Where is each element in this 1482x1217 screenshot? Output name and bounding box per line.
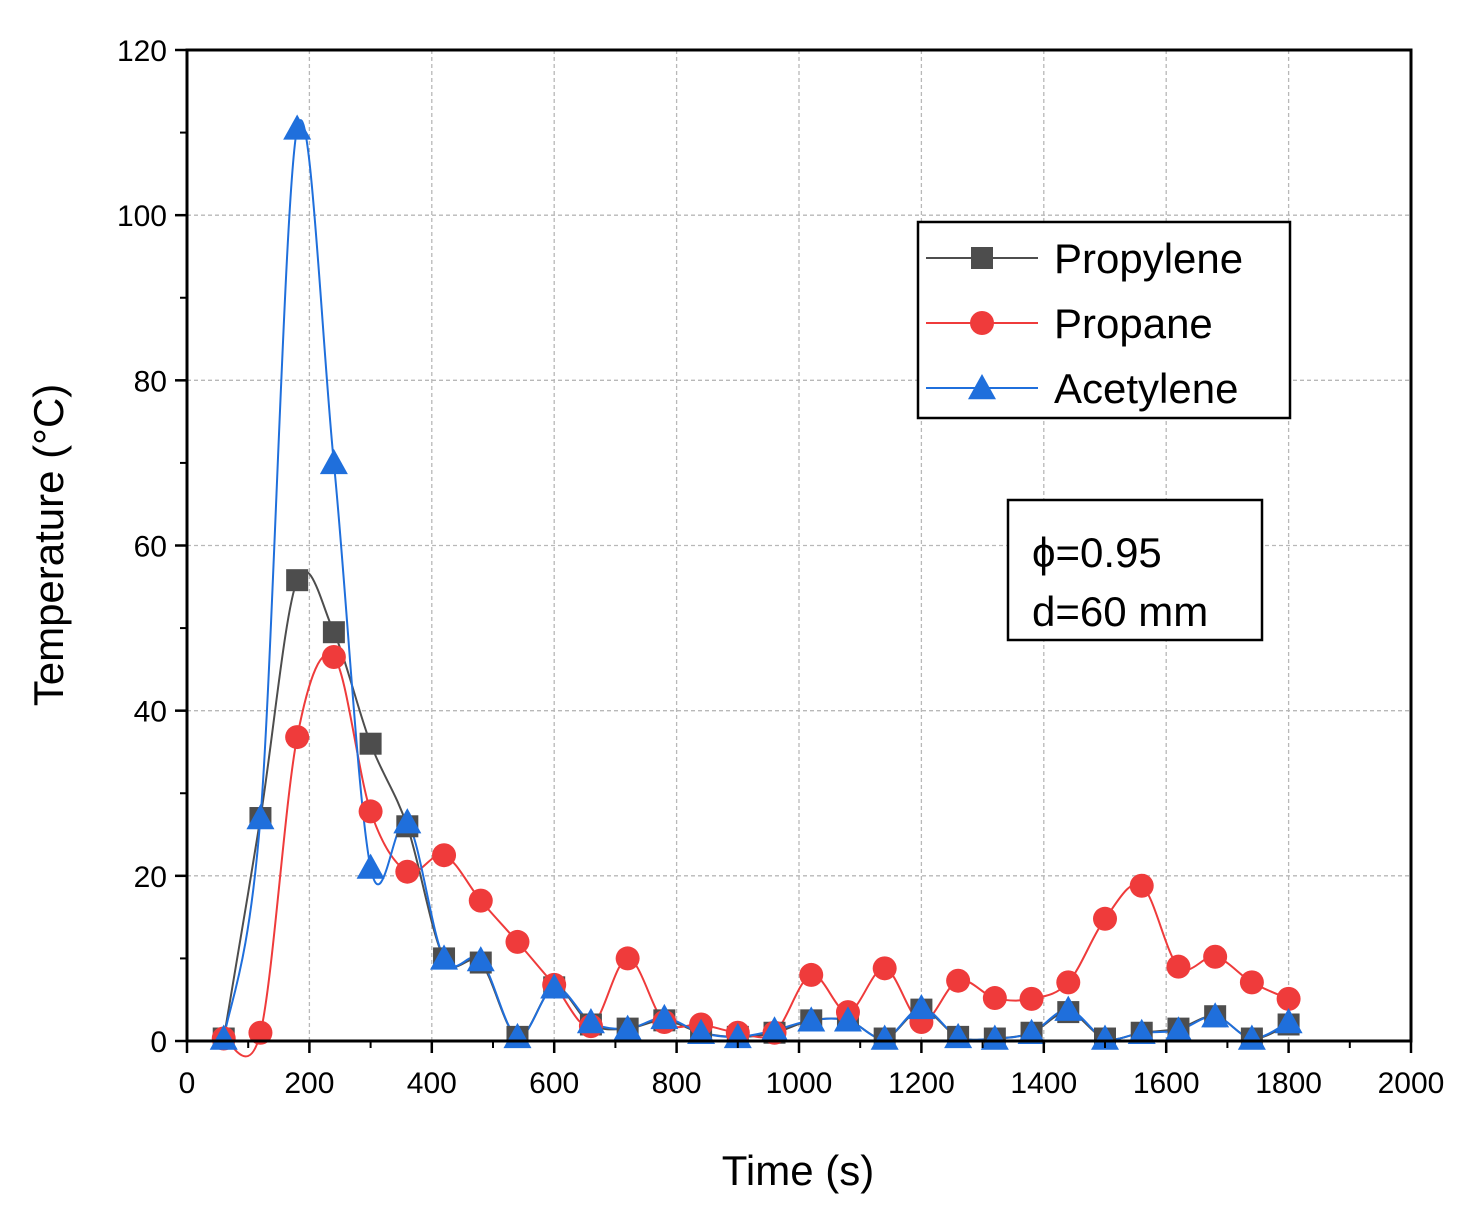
x-tick-label: 2000 xyxy=(1378,1067,1445,1100)
x-tick-label: 1000 xyxy=(766,1067,833,1100)
data-point-acetylene xyxy=(1164,1016,1193,1042)
x-axis-title: Time (s) xyxy=(722,1147,874,1194)
data-point-propane xyxy=(1239,970,1264,995)
legend-label-acetylene: Acetylene xyxy=(1054,365,1238,412)
data-point-propane xyxy=(358,799,383,824)
data-point-propane xyxy=(1129,873,1154,898)
legend-label-propylene: Propylene xyxy=(1054,235,1243,282)
data-point-propane xyxy=(468,888,493,913)
data-point-acetylene xyxy=(1274,1008,1303,1034)
data-point-propane xyxy=(432,843,457,868)
data-point-propane xyxy=(1019,986,1044,1011)
legend-label-propane: Propane xyxy=(1054,300,1213,347)
data-point-acetylene xyxy=(430,944,459,970)
data-point-propane xyxy=(1056,970,1081,995)
legend: Propylene Propane Acetylene xyxy=(916,220,1292,420)
axis-ticks xyxy=(175,48,1413,1053)
x-tick-label: 800 xyxy=(652,1067,702,1100)
x-tick-label: 600 xyxy=(529,1067,579,1100)
data-point-acetylene xyxy=(1091,1024,1119,1050)
data-point-propane xyxy=(1093,906,1117,931)
annotation-box: ϕ=0.95 d=60 mm xyxy=(1006,498,1264,642)
data-point-propylene xyxy=(322,621,345,644)
data-point-acetylene xyxy=(1017,1018,1046,1044)
data-point-acetylene xyxy=(833,1006,862,1032)
y-tick-label: 120 xyxy=(117,35,167,68)
grid-lines xyxy=(187,50,1411,1041)
y-tick-label: 0 xyxy=(150,1026,167,1059)
annotation-frame xyxy=(1006,498,1264,642)
data-point-propane xyxy=(872,956,897,981)
data-point-acetylene xyxy=(760,1016,789,1042)
data-point-acetylene xyxy=(246,804,275,830)
x-tick-label: 1600 xyxy=(1133,1067,1200,1100)
data-point-acetylene xyxy=(870,1024,899,1050)
data-point-propane xyxy=(1166,954,1191,979)
data-point-acetylene xyxy=(1201,1002,1230,1028)
data-point-acetylene xyxy=(540,973,569,999)
data-point-propylene xyxy=(359,732,382,755)
x-tick-label: 0 xyxy=(179,1067,196,1100)
data-point-propane xyxy=(1276,986,1301,1011)
x-tick-label: 400 xyxy=(407,1067,457,1100)
y-axis-title: Temperature (°C) xyxy=(25,384,72,707)
data-point-acetylene xyxy=(393,808,422,834)
series-markers xyxy=(209,114,1303,1051)
data-point-propane xyxy=(799,962,824,987)
data-point-propane xyxy=(1203,944,1228,969)
legend-marker-propane xyxy=(970,311,994,335)
data-point-acetylene xyxy=(1127,1018,1156,1044)
y-tick-label: 40 xyxy=(134,696,167,729)
annotation-phi: ϕ=0.95 xyxy=(1032,529,1162,576)
y-tick-label: 80 xyxy=(134,365,167,398)
data-point-propane xyxy=(615,946,640,971)
data-point-acetylene xyxy=(907,993,936,1020)
data-point-propylene xyxy=(286,569,309,592)
legend-marker-acetylene xyxy=(968,374,996,400)
data-point-acetylene xyxy=(797,1006,826,1032)
x-tick-label: 1400 xyxy=(1010,1067,1077,1100)
data-point-acetylene xyxy=(576,1008,605,1034)
y-tick-label: 20 xyxy=(134,861,167,894)
data-point-acetylene xyxy=(283,114,312,140)
data-point-propane xyxy=(982,986,1007,1011)
x-tick-label: 200 xyxy=(284,1067,334,1100)
x-tick-label: 1200 xyxy=(888,1067,955,1100)
data-point-propane xyxy=(505,929,530,954)
x-tick-labels: 0 200 400 600 800 1000 1200 1400 1600 1800 2000 xyxy=(179,1067,1445,1100)
data-point-acetylene xyxy=(319,448,348,475)
data-point-acetylene xyxy=(613,1014,642,1040)
x-tick-label: 1800 xyxy=(1255,1067,1322,1100)
data-point-acetylene xyxy=(466,946,495,972)
y-tick-label: 60 xyxy=(134,531,167,564)
data-point-acetylene xyxy=(980,1024,1009,1050)
data-point-propane xyxy=(321,644,346,669)
data-point-propane xyxy=(285,725,310,750)
annotation-diameter: d=60 mm xyxy=(1032,588,1208,635)
data-point-acetylene xyxy=(687,1018,716,1044)
y-tick-label: 100 xyxy=(117,200,167,233)
data-point-acetylene xyxy=(1237,1024,1266,1050)
data-point-propane xyxy=(248,1020,273,1045)
data-point-acetylene xyxy=(209,1024,238,1050)
data-point-acetylene xyxy=(356,853,385,879)
data-point-propane xyxy=(946,968,971,993)
data-point-acetylene xyxy=(650,1003,679,1030)
legend-marker-propylene xyxy=(971,247,993,269)
data-point-propane xyxy=(395,859,420,884)
data-point-acetylene xyxy=(1054,995,1083,1021)
y-tick-labels: 0 20 40 60 80 100 120 xyxy=(117,35,167,1059)
